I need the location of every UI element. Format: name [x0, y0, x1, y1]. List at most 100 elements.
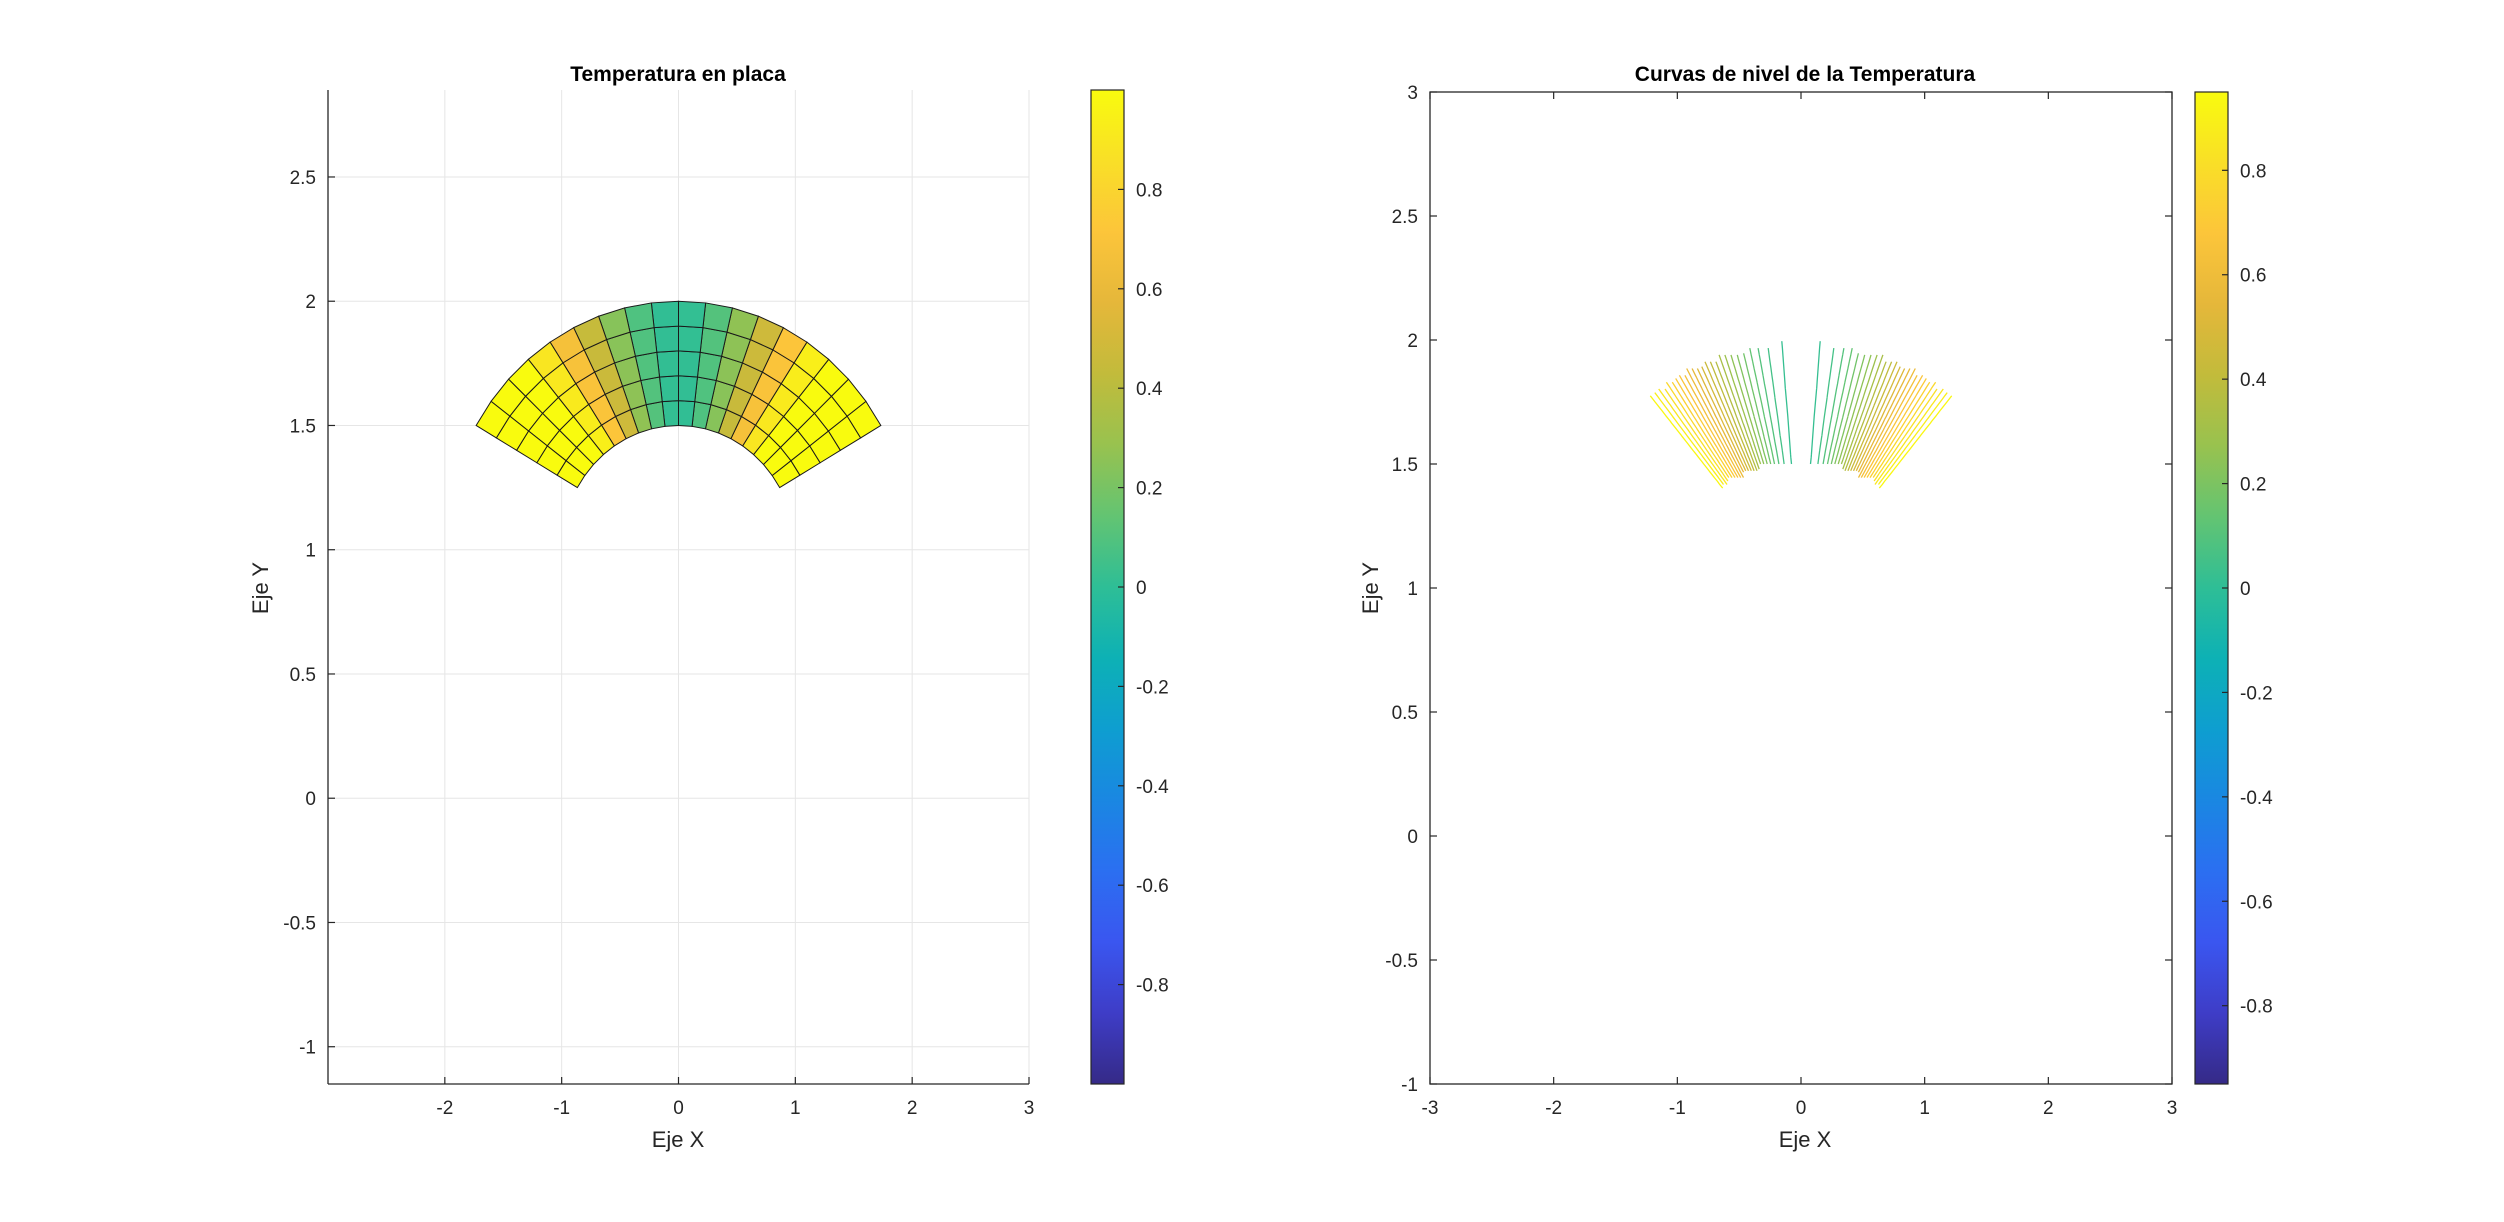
y-tick-label: -1	[299, 1038, 316, 1059]
y-tick-label: 1	[305, 541, 316, 562]
left-y-axis-label: Eje Y	[248, 562, 273, 615]
y-tick-label: 2	[305, 292, 316, 313]
contour-level-line	[1718, 354, 1884, 470]
y-tick-label: -0.5	[283, 913, 316, 934]
contour-level-line	[1767, 348, 1835, 465]
x-tick-label: -1	[553, 1098, 570, 1119]
left-panel: Temperatura en placa -2 -1 0 1 2 3 -1 -0.5 0 0.5…	[248, 63, 1169, 1152]
colorbar-tick-label: -0.4	[2240, 788, 2273, 809]
colorbar-tick-label: 0.4	[1136, 379, 1163, 400]
y-tick-label: 2	[1407, 331, 1418, 352]
colorbar-tick-label: 0.8	[2240, 161, 2266, 182]
y-tick-label: 0	[1407, 827, 1418, 848]
contour-level-line	[1684, 374, 1918, 478]
colorbar-tick-label: 0.2	[1136, 479, 1162, 500]
contour-level-line	[1686, 368, 1916, 478]
y-tick-label: 2.5	[290, 168, 316, 189]
contour-level-line	[1671, 381, 1931, 478]
colorbar-tick-label: -0.8	[1136, 976, 1169, 997]
y-tick-label: 1	[1407, 579, 1418, 600]
right-chart-title: Curvas de nivel de la Temperatura	[1635, 63, 1976, 86]
colorbar-tick-label: -0.8	[2240, 997, 2273, 1018]
x-tick-label: 1	[1919, 1098, 1930, 1119]
surface-cell	[678, 325, 704, 353]
x-tick-label: 2	[907, 1098, 918, 1119]
x-tick-label: -1	[1669, 1098, 1686, 1119]
contour-level-line	[1715, 361, 1887, 472]
contour-level-line	[1664, 388, 1938, 482]
contour-level-line	[1704, 361, 1898, 472]
right-x-axis-label: Eje X	[1779, 1127, 1832, 1152]
colorbar-tick-label: -0.2	[1136, 677, 1169, 698]
contour-level-line	[1696, 368, 1906, 472]
contour-level-line	[1658, 388, 1944, 485]
contour-level-line	[1736, 354, 1866, 465]
right-contour-lines	[1649, 341, 1953, 489]
x-tick-label: 2	[2043, 1098, 2054, 1119]
y-tick-label: 2.5	[1392, 207, 1418, 228]
y-tick-label: 1.5	[290, 416, 316, 437]
colorbar-tick-label: 0.4	[2240, 370, 2267, 391]
contour-level-line	[1649, 395, 1953, 489]
surface-cell	[658, 375, 679, 403]
colorbar-tick-label: 0.6	[1136, 280, 1162, 301]
left-colorbar: -0.8 -0.6 -0.4 -0.2 0 0.2 0.4 0.6 0.8	[1090, 89, 1169, 1085]
surface-cell	[650, 300, 679, 329]
contour-level-line	[1678, 374, 1924, 478]
right-x-ticks: -3 -2 -1 0 1 2 3	[1422, 92, 2178, 1119]
surface-cell	[656, 350, 679, 378]
x-tick-label: -2	[1545, 1098, 1562, 1119]
y-tick-label: 0.5	[1392, 703, 1418, 724]
contour-level-line	[1742, 353, 1860, 465]
contour-level-line	[1749, 347, 1853, 465]
contour-level-line	[1730, 354, 1872, 465]
y-tick-label: 0	[305, 789, 316, 810]
right-panel: Curvas de nivel de la Temperatura -3 -2 -1…	[1358, 63, 2273, 1152]
contour-level-line	[1781, 341, 1821, 465]
x-tick-label: 1	[790, 1098, 801, 1119]
colorbar-tick-label: -0.2	[2240, 683, 2273, 704]
y-tick-label: 1.5	[1392, 455, 1418, 476]
colorbar-tick-label: -0.6	[1136, 876, 1169, 897]
x-tick-label: 0	[673, 1098, 684, 1119]
contour-level-line	[1691, 368, 1911, 473]
colorbar-tick-label: 0	[2240, 579, 2251, 600]
contour-level-line	[1724, 354, 1878, 465]
colorbar-tick-label: 0.2	[2240, 475, 2266, 496]
y-tick-label: -0.5	[1385, 951, 1418, 972]
contour-level-line	[1675, 378, 1927, 478]
left-x-ticks: -2 -1 0 1 2 3	[436, 1077, 1034, 1119]
surface-cell	[678, 300, 707, 329]
left-surface-mesh	[475, 300, 882, 489]
right-y-ticks: -1 -0.5 0 0.5 1 1.5 2 2.5 3	[1385, 83, 2172, 1096]
x-tick-label: 3	[1024, 1098, 1035, 1119]
x-tick-label: 0	[1796, 1098, 1807, 1119]
x-tick-label: -2	[436, 1098, 453, 1119]
colorbar-tick-label: 0	[1136, 578, 1147, 599]
right-colorbar: -0.8 -0.6 -0.4 -0.2 0 0.2 0.4 0.6 0.8	[2194, 91, 2273, 1085]
surface-cell	[702, 302, 733, 333]
y-tick-label: 3	[1407, 83, 1418, 104]
x-tick-label: 3	[2167, 1098, 2178, 1119]
surface-cell	[699, 326, 728, 357]
contour-level-line	[1654, 392, 1948, 485]
contour-level-line	[1709, 361, 1893, 472]
left-grid	[328, 90, 1030, 1084]
left-chart-title: Temperatura en placa	[570, 63, 786, 86]
surface-cell	[475, 400, 511, 439]
colorbar-tick-label: -0.6	[2240, 892, 2273, 913]
axes-box	[1429, 91, 2173, 1085]
right-y-axis-label: Eje Y	[1358, 562, 1383, 615]
colorbar-tick-label: 0.8	[1136, 180, 1162, 201]
surface-cell	[653, 325, 679, 353]
y-tick-label: 0.5	[290, 665, 316, 686]
surface-cell	[678, 400, 696, 427]
contour-level-line	[1665, 381, 1937, 478]
colorbar-tick-label: 0.6	[2240, 266, 2266, 287]
left-y-ticks: -1 -0.5 0 0.5 1 1.5 2 2.5	[283, 168, 335, 1059]
surface-cell	[678, 375, 699, 403]
y-tick-label: -1	[1401, 1075, 1418, 1096]
right-axes	[1429, 91, 2173, 1085]
